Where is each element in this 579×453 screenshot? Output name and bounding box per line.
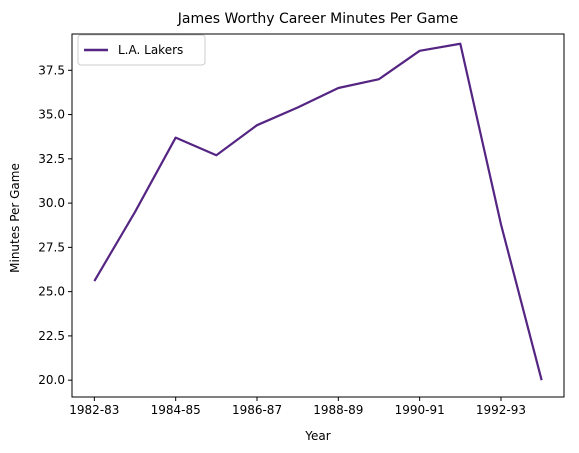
y-tick-label: 20.0: [38, 373, 65, 387]
x-tick-label: 1986-87: [232, 403, 282, 417]
chart-title: James Worthy Career Minutes Per Game: [177, 11, 458, 27]
x-tick-label: 1988-89: [313, 403, 363, 417]
legend-label: L.A. Lakers: [118, 43, 183, 57]
x-axis-ticks: 1982-83 1984-85 1986-87 1988-89 1990-91 1992-…: [69, 397, 526, 417]
y-tick-label: 35.0: [38, 108, 65, 122]
legend-box: [77, 34, 206, 66]
x-tick-label: 1984-85: [151, 403, 201, 417]
y-tick-label: 27.5: [38, 240, 65, 254]
y-tick-label: 22.5: [38, 329, 65, 343]
plot-frame: [71, 33, 565, 398]
y-tick-label: 25.0: [38, 285, 65, 299]
x-axis-title: Year: [304, 429, 330, 443]
x-tick-label: 1990-91: [395, 403, 445, 417]
y-tick-label: 37.5: [38, 63, 65, 77]
x-tick-label: 1982-83: [69, 403, 119, 417]
x-tick-label: 1992-93: [476, 403, 526, 417]
legend: L.A. Lakers: [77, 34, 206, 66]
series-layer: [93, 42, 543, 381]
y-axis-ticks: 20.0 22.5 25.0 27.5 30.0 32.5 35.0 37.5: [38, 63, 72, 387]
series-line-0: [93, 42, 543, 381]
y-tick-label: 32.5: [38, 152, 65, 166]
y-axis-title: Minutes Per Game: [8, 163, 22, 273]
y-tick-label: 30.0: [38, 196, 65, 210]
